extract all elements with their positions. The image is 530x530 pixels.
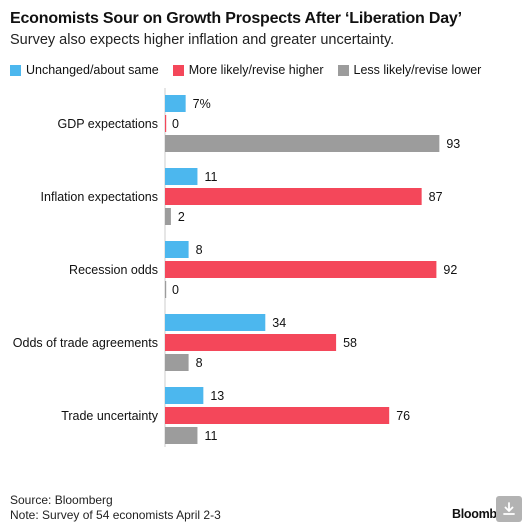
category-label: GDP expectations bbox=[57, 117, 158, 131]
data-label-unchanged: 13 bbox=[210, 389, 224, 403]
legend-item-lower: Less likely/revise lower bbox=[337, 63, 482, 77]
legend-item-higher: More likely/revise higher bbox=[172, 63, 324, 77]
data-label-higher: 92 bbox=[443, 263, 457, 277]
download-button[interactable] bbox=[496, 496, 522, 522]
data-label-lower: 8 bbox=[196, 356, 203, 370]
bar-higher bbox=[165, 115, 167, 132]
bar-lower bbox=[165, 354, 189, 371]
bar-lower bbox=[165, 281, 167, 298]
bar-unchanged bbox=[165, 387, 204, 404]
bar-unchanged bbox=[165, 241, 189, 258]
bar-lower bbox=[165, 208, 171, 225]
chart-subtitle: Survey also expects higher inflation and… bbox=[10, 32, 395, 48]
data-label-higher: 76 bbox=[396, 409, 410, 423]
legend-swatch-lower bbox=[337, 64, 349, 76]
legend-swatch-unchanged bbox=[10, 64, 21, 76]
footer: Source: Bloomberg Note: Survey of 54 eco… bbox=[10, 493, 221, 523]
data-label-lower: 0 bbox=[172, 283, 179, 297]
category-label: Odds of trade agreements bbox=[13, 336, 158, 350]
legend-label-higher: More likely/revise higher bbox=[188, 63, 324, 77]
legend-swatch-higher bbox=[172, 64, 184, 76]
data-label-higher: 58 bbox=[343, 336, 357, 350]
legend-item-unchanged: Unchanged/about same bbox=[10, 63, 159, 77]
data-label-unchanged: 34 bbox=[272, 316, 286, 330]
bar-higher bbox=[165, 261, 437, 278]
bar-lower bbox=[165, 427, 198, 444]
data-label-unchanged: 8 bbox=[196, 243, 203, 257]
bar-higher bbox=[165, 334, 337, 351]
data-label-higher: 87 bbox=[429, 190, 443, 204]
data-label-unchanged: 7% bbox=[193, 97, 211, 111]
data-label-lower: 93 bbox=[446, 137, 460, 151]
legend-label-unchanged: Unchanged/about same bbox=[26, 63, 159, 77]
survey-note: Note: Survey of 54 economists April 2-3 bbox=[10, 508, 221, 522]
category-label: Recession odds bbox=[69, 263, 158, 277]
bar-unchanged bbox=[165, 95, 186, 112]
bar-higher bbox=[165, 188, 422, 205]
legend: Unchanged/about same More likely/revise … bbox=[10, 63, 481, 77]
data-label-lower: 2 bbox=[178, 210, 185, 224]
chart-title: Economists Sour on Growth Prospects Afte… bbox=[10, 10, 462, 27]
bar-unchanged bbox=[165, 314, 266, 331]
category-label: Trade uncertainty bbox=[61, 409, 159, 423]
data-label-higher: 0 bbox=[172, 117, 179, 131]
source-note: Source: Bloomberg bbox=[10, 493, 113, 507]
bar-higher bbox=[165, 407, 390, 424]
download-icon bbox=[503, 502, 515, 515]
legend-label-lower: Less likely/revise lower bbox=[353, 63, 482, 77]
data-label-unchanged: 11 bbox=[204, 170, 217, 184]
bar-unchanged bbox=[165, 168, 198, 185]
data-label-lower: 11 bbox=[204, 429, 217, 443]
bar-chart: GDP expectations 7% 0 93 Inflation expectati… bbox=[13, 88, 460, 447]
bar-lower bbox=[165, 135, 440, 152]
category-label: Inflation expectations bbox=[41, 190, 158, 204]
